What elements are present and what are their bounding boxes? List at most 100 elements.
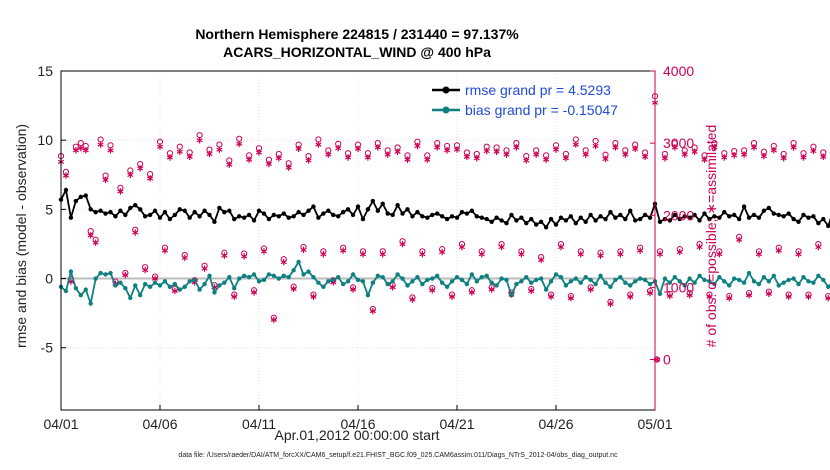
bias-series	[58, 259, 830, 307]
bias-point	[321, 284, 326, 290]
obs-assimilated-point	[349, 286, 357, 293]
asterisk-stroke	[241, 254, 248, 259]
bias-point	[588, 277, 593, 283]
asterisk-stroke	[483, 148, 490, 154]
bias-point	[68, 269, 74, 274]
asterisk-stroke	[716, 252, 723, 257]
asterisk-stroke	[151, 276, 159, 281]
bias-point	[147, 284, 153, 290]
obs-assimilated-point	[142, 266, 149, 274]
obs-assimilated-point	[315, 141, 322, 148]
asterisk-stroke	[305, 158, 312, 163]
obs-assimilated-point	[538, 256, 545, 264]
rmse-point	[509, 212, 514, 218]
x-tick-label: 04/26	[538, 416, 573, 432]
asterisk-stroke	[731, 153, 738, 158]
bias-point	[340, 281, 346, 287]
bias-point	[212, 290, 217, 295]
rmse-point	[202, 208, 207, 213]
asterisk-stroke	[161, 248, 169, 253]
asterisk-stroke	[691, 149, 698, 154]
obs-assimilated-point	[528, 287, 535, 295]
bias-point	[138, 292, 143, 298]
obs-assimilated-point	[434, 144, 441, 151]
obs-assimilated-point	[236, 140, 243, 148]
rmse-point	[613, 215, 618, 220]
asterisk-stroke	[681, 152, 688, 157]
bias-point	[766, 279, 772, 284]
asterisk-stroke	[552, 147, 560, 152]
rmse-point	[677, 216, 682, 222]
asterisk-stroke	[543, 157, 550, 162]
rmse-point	[430, 212, 435, 218]
asterisk-stroke	[87, 233, 94, 238]
asterisk-stroke	[597, 253, 604, 258]
rmse-point	[217, 205, 222, 211]
bias-point	[108, 270, 113, 276]
rmse-point	[326, 208, 331, 213]
obs-possible-point	[97, 136, 104, 143]
asterisk-stroke	[404, 157, 411, 162]
rmse-point	[623, 216, 628, 222]
rmse-point	[494, 215, 499, 220]
bias-point	[207, 273, 212, 278]
obs-assimilated-point	[226, 161, 233, 168]
rmse-point	[662, 216, 668, 222]
obs-possible-point	[77, 140, 84, 147]
asterisk-stroke	[325, 152, 332, 157]
bias-point	[741, 280, 747, 285]
obs-assimilated-point	[706, 293, 713, 300]
obs-assimilated-point	[488, 286, 495, 293]
obs-assimilated-point	[478, 251, 485, 258]
asterisk-stroke	[117, 189, 124, 194]
bias-point	[93, 276, 98, 281]
rmse-point	[479, 215, 484, 220]
bias-point	[123, 286, 128, 291]
bias-point	[118, 280, 123, 285]
bias-point	[751, 279, 757, 284]
asterisk-stroke	[770, 148, 777, 153]
asterisk-stroke	[399, 241, 406, 247]
obs-assimilated-point	[686, 292, 693, 299]
obs-assimilated-point	[800, 154, 807, 161]
asterisk-stroke	[270, 317, 277, 322]
legend-bias-marker	[442, 106, 450, 114]
bias-point	[642, 277, 648, 283]
x-tick-label: 04/01	[43, 416, 78, 432]
obs-assimilated-point	[374, 144, 381, 151]
obs-assimilated-point	[77, 144, 84, 152]
obs-assimilated-point	[166, 154, 173, 161]
asterisk-stroke	[310, 294, 317, 299]
rmse-point	[336, 214, 341, 219]
obs-assimilated-point	[92, 239, 99, 246]
asterisk-stroke	[335, 146, 342, 151]
obs-assimilated-point	[582, 151, 589, 158]
rmse-point	[142, 214, 148, 219]
rmse-point	[811, 214, 816, 219]
bias-point	[816, 273, 821, 278]
bias-point	[529, 280, 534, 285]
obs-assimilated-point	[132, 229, 139, 236]
asterisk-stroke	[62, 173, 70, 178]
bias-point	[692, 280, 697, 285]
obs-assimilated-point	[716, 251, 723, 258]
obs-assimilated-point	[473, 155, 480, 162]
obs-assimilated-point	[567, 295, 574, 302]
rmse-point	[261, 211, 267, 216]
y-left-tick-label: -5	[41, 340, 54, 356]
rmse-point	[717, 215, 722, 220]
obs-assimilated-point	[750, 144, 758, 151]
obs-assimilated-point	[102, 176, 109, 184]
obs-assimilated-point	[622, 151, 629, 158]
asterisk-stroke	[785, 294, 792, 299]
asterisk-stroke	[320, 252, 327, 257]
obs-assimilated-point	[711, 144, 718, 151]
rmse-point	[256, 208, 262, 213]
obs-assimilated-point	[755, 251, 763, 258]
rmse-point	[712, 214, 717, 219]
asterisk-stroke	[458, 244, 466, 250]
rmse-point	[816, 221, 821, 226]
asterisk-stroke	[290, 286, 297, 291]
bias-point	[266, 272, 272, 277]
rmse-point	[484, 216, 489, 222]
